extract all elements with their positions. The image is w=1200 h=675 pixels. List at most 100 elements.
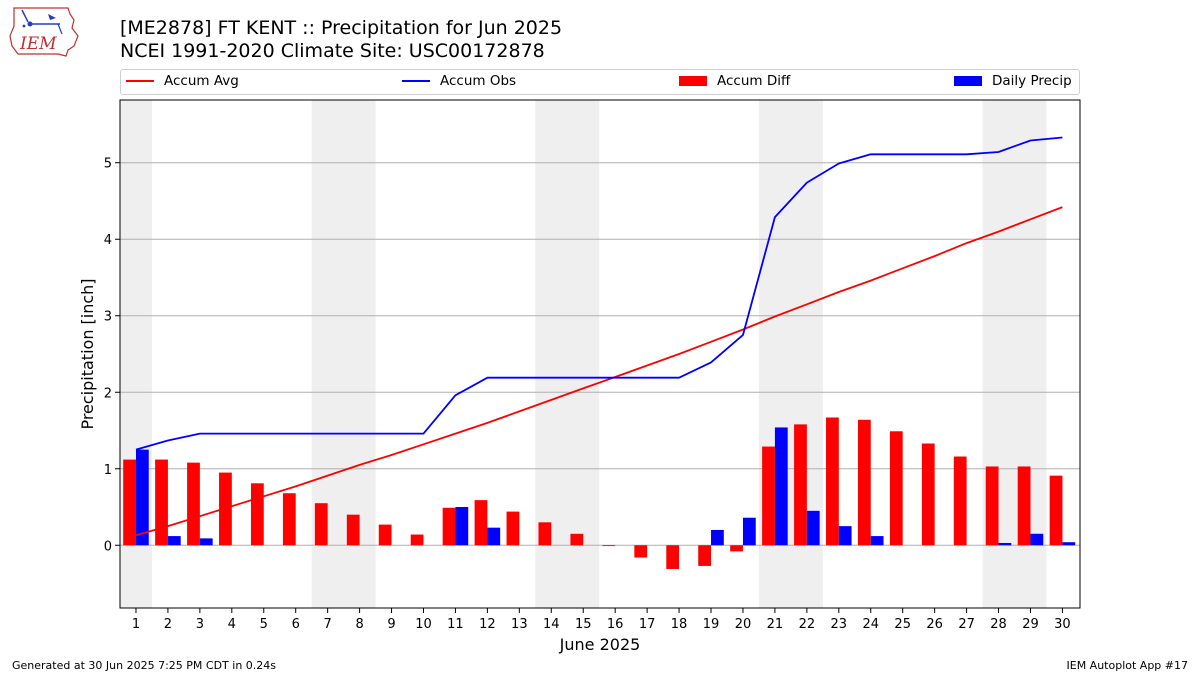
legend-label-accum-avg: Accum Avg	[164, 73, 239, 89]
bar-accum-diff-day-25	[889, 431, 903, 546]
x-tick-label-29: 29	[1022, 617, 1039, 632]
x-tick-label-12: 12	[479, 617, 496, 632]
line-accum-avg	[135, 206, 1063, 537]
bar-accum-diff-day-1	[123, 459, 136, 546]
x-tick-label-19: 19	[703, 617, 720, 632]
bar-daily-precip-day-12	[487, 527, 501, 546]
footer-app-text: IEM Autoplot App #17	[1066, 659, 1189, 672]
bar-daily-precip-day-2	[167, 536, 181, 546]
legend-item-daily-precip: Daily Precip	[954, 73, 1072, 89]
bar-daily-precip-day-3	[199, 538, 213, 546]
legend-label-accum-diff: Accum Diff	[717, 73, 791, 89]
x-axis-ticks: 1 2 3 4 5 6 7 8 9 10 11 12 13 14 15 16 17 18 19 20 21 22 23 24 2…	[132, 608, 1071, 632]
x-tick-label-26: 26	[926, 617, 943, 632]
y-tick-label-0: 0	[104, 539, 112, 554]
bar-accum-diff-day-13	[506, 511, 520, 546]
bar-daily-precip-day-11	[455, 507, 469, 546]
bar-accum-diff-day-6	[282, 493, 296, 546]
bar-accum-diff-day-19	[698, 545, 712, 566]
bar-accum-diff-day-9	[378, 524, 392, 546]
x-tick-label-20: 20	[735, 617, 752, 632]
legend-swatch-accum-obs	[402, 80, 430, 82]
bar-accum-diff-day-14	[538, 522, 552, 546]
x-tick-label-13: 13	[511, 617, 528, 632]
x-tick-label-24: 24	[862, 617, 879, 632]
x-tick-label-10: 10	[415, 617, 432, 632]
legend-swatch-accum-avg	[126, 80, 154, 82]
y-tick-label-4: 4	[104, 233, 112, 248]
bar-daily-precip-day-20	[742, 517, 756, 546]
bar-accum-diff-day-26	[921, 443, 935, 546]
x-tick-label-6: 6	[292, 617, 300, 632]
x-tick-label-22: 22	[799, 617, 816, 632]
iem-logo: IEM	[9, 7, 79, 57]
y-tick-label-3: 3	[104, 310, 112, 325]
bar-daily-precip-day-22	[806, 510, 820, 546]
bar-accum-diff-day-21	[762, 446, 775, 546]
bar-daily-precip-day-19	[711, 529, 724, 546]
bar-accum-diff-day-23	[826, 417, 839, 546]
x-tick-label-9: 9	[387, 617, 395, 632]
y-axis-ticks: 0 1 2 3 4 5	[104, 157, 120, 554]
x-tick-label-2: 2	[164, 617, 172, 632]
legend: Accum Avg Accum Obs Accum Diff Daily Pre…	[120, 69, 1080, 95]
x-tick-label-8: 8	[355, 617, 363, 632]
plot-frame	[119, 99, 1081, 609]
x-tick-label-15: 15	[575, 617, 592, 632]
bar-daily-precip-day-21	[774, 427, 788, 546]
weather-instrument-icon	[21, 9, 63, 35]
y-tick-label-2: 2	[104, 386, 112, 401]
bar-accum-diff-day-28	[985, 466, 999, 546]
y-axis-label: Precipitation [inch]	[78, 278, 97, 429]
bar-daily-precip-day-28	[998, 542, 1012, 546]
bar-accum-diff-day-30	[1049, 475, 1063, 546]
x-tick-label-5: 5	[260, 617, 268, 632]
bar-accum-diff-day-20	[730, 545, 743, 552]
x-tick-label-1: 1	[132, 617, 140, 632]
bar-daily-precip-day-24	[870, 536, 884, 546]
bar-daily-precip-day-30	[1062, 542, 1076, 546]
bar-daily-precip-day-23	[838, 526, 852, 546]
bar-accum-diff-day-8	[346, 514, 360, 546]
bar-accum-diff-day-2	[155, 459, 168, 546]
bar-series	[123, 417, 1076, 569]
footer-generated-text: Generated at 30 Jun 2025 7:25 PM CDT in …	[12, 659, 277, 672]
legend-label-daily-precip: Daily Precip	[992, 73, 1072, 89]
x-tick-label-23: 23	[831, 617, 848, 632]
bar-accum-diff-day-17	[634, 545, 648, 558]
legend-item-accum-obs: Accum Obs	[402, 73, 516, 89]
bar-accum-diff-day-16	[602, 545, 616, 547]
x-tick-label-16: 16	[607, 617, 624, 632]
x-tick-label-14: 14	[543, 617, 560, 632]
legend-label-accum-obs: Accum Obs	[440, 73, 517, 89]
line-accum-obs	[135, 136, 1063, 451]
x-tick-label-7: 7	[324, 617, 332, 632]
bar-daily-precip-day-1	[135, 449, 149, 546]
x-tick-label-25: 25	[894, 617, 911, 632]
x-tick-label-30: 30	[1054, 617, 1071, 632]
bar-accum-diff-day-10	[410, 534, 424, 546]
x-tick-label-18: 18	[671, 617, 688, 632]
y-tick-label-1: 1	[104, 463, 112, 478]
legend-item-accum-diff: Accum Diff	[679, 73, 790, 89]
x-tick-label-28: 28	[990, 617, 1007, 632]
legend-swatch-accum-diff	[679, 76, 707, 86]
x-tick-label-21: 21	[767, 617, 784, 632]
bar-accum-diff-day-18	[666, 545, 680, 569]
bar-accum-diff-day-11	[442, 507, 456, 546]
bar-accum-diff-day-24	[857, 419, 871, 546]
x-axis-label: June 2025	[559, 635, 641, 654]
logo-text: IEM	[19, 34, 57, 54]
legend-item-accum-avg: Accum Avg	[126, 73, 239, 89]
chart-title: [ME2878] FT KENT :: Precipitation for Ju…	[120, 17, 563, 39]
bar-accum-diff-day-3	[187, 462, 200, 546]
grid-lines	[120, 162, 1080, 546]
bar-accum-diff-day-29	[1017, 466, 1031, 546]
bar-accum-diff-day-27	[953, 456, 967, 546]
x-tick-label-4: 4	[228, 617, 236, 632]
x-tick-label-17: 17	[639, 617, 656, 632]
bar-accum-diff-day-12	[474, 500, 488, 546]
bar-accum-diff-day-5	[250, 483, 264, 546]
bar-accum-diff-day-15	[570, 533, 584, 546]
